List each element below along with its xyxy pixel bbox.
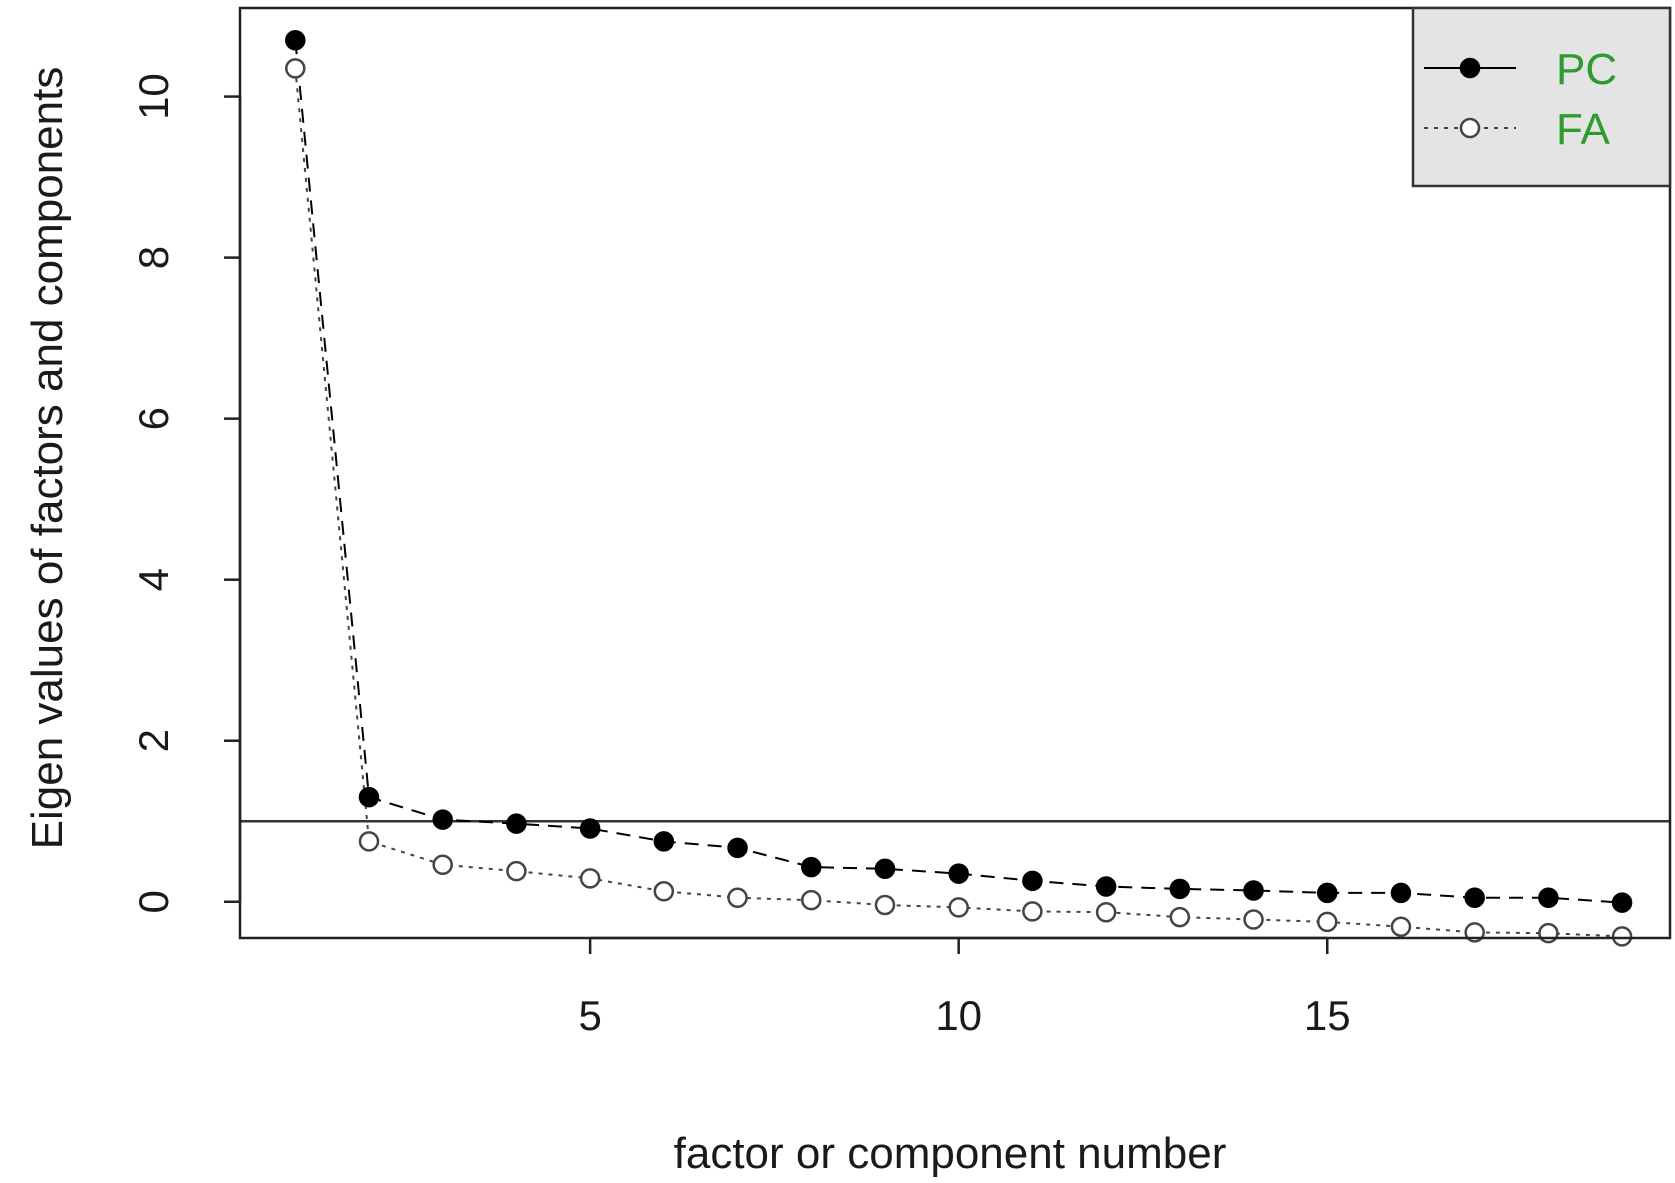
legend-label-pc: PC <box>1556 45 1617 94</box>
point-pc <box>874 858 896 880</box>
y-axis-title: Eigen values of factors and components <box>23 67 72 850</box>
point-pc <box>801 856 822 878</box>
point-fa <box>874 894 896 916</box>
point-fa <box>948 897 969 918</box>
y-tick-label: 10 <box>130 73 177 120</box>
point-pc <box>1316 882 1338 904</box>
legend-label-fa: FA <box>1556 105 1610 154</box>
point-pc <box>1095 876 1117 897</box>
y-tick-label: 2 <box>130 729 177 752</box>
legend-marker-fa <box>1459 117 1481 139</box>
legend-box <box>1411 6 1672 188</box>
point-fa <box>579 868 601 889</box>
point-fa <box>1095 901 1117 923</box>
point-pc <box>1464 887 1485 908</box>
point-fa <box>727 887 748 908</box>
point-pc <box>1611 892 1633 913</box>
x-tick-label: 5 <box>578 992 601 1039</box>
legend: PC FA <box>1411 6 1672 188</box>
axes-layer: 5 10 15 0 2 4 6 8 10 <box>130 73 1351 1039</box>
point-fa <box>1169 906 1191 928</box>
point-pc <box>432 809 453 830</box>
y-tick-label: 0 <box>130 890 177 913</box>
point-fa <box>1390 916 1412 937</box>
x-tick-label: 10 <box>935 992 982 1039</box>
point-pc <box>1022 870 1043 892</box>
point-pc <box>579 818 601 839</box>
point-pc <box>1390 882 1412 904</box>
point-pc <box>358 786 380 808</box>
x-tick-label: 15 <box>1304 992 1351 1039</box>
y-tick-label: 4 <box>130 568 177 591</box>
point-pc <box>653 831 675 852</box>
point-pc <box>1538 887 1559 908</box>
point-fa <box>1611 926 1633 947</box>
legend-marker-pc <box>1459 57 1481 79</box>
point-pc <box>285 29 306 51</box>
point-pc <box>948 863 969 884</box>
y-tick-label: 6 <box>130 407 177 430</box>
point-fa <box>1316 911 1338 933</box>
point-fa <box>506 860 527 882</box>
point-fa <box>285 58 306 79</box>
series-line-fa <box>294 68 1623 938</box>
point-fa <box>358 831 380 852</box>
point-pc <box>506 813 527 834</box>
x-axis-title: factor or component number <box>674 1129 1227 1178</box>
point-fa <box>432 854 453 875</box>
point-pc <box>1243 880 1264 901</box>
series-points-layer <box>285 29 1633 947</box>
point-fa <box>1538 922 1559 944</box>
point-fa <box>1243 909 1264 930</box>
y-tick-label: 8 <box>130 246 177 269</box>
point-fa <box>653 881 675 902</box>
point-pc <box>1169 878 1191 900</box>
point-fa <box>801 889 822 911</box>
point-fa <box>1022 901 1043 922</box>
point-pc <box>727 837 748 859</box>
